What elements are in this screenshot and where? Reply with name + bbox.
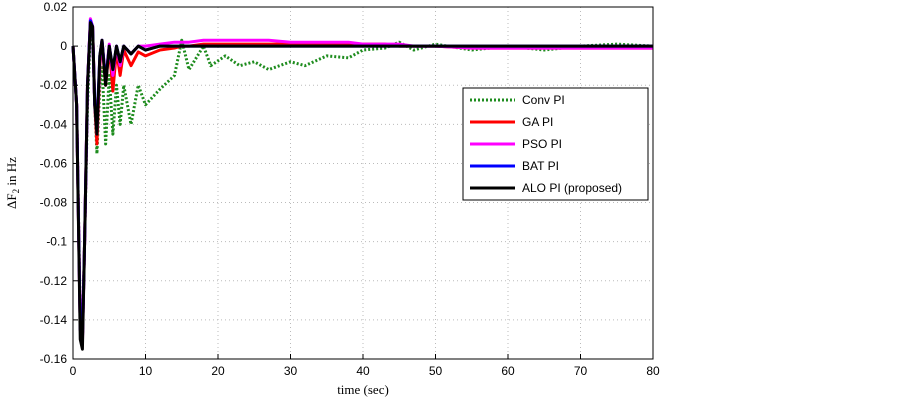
y-tick-label: -0.06 bbox=[40, 156, 68, 170]
y-tick-label: -0.1 bbox=[46, 235, 67, 249]
y-tick-label: -0.04 bbox=[40, 117, 68, 131]
x-tick-label: 80 bbox=[646, 364, 660, 378]
series-line bbox=[71, 21, 653, 351]
y-label-rest: in Hz bbox=[4, 157, 19, 189]
legend-label: ALO PI (proposed) bbox=[522, 181, 622, 195]
y-label-sub: 2 bbox=[11, 189, 21, 194]
y-tick-label: 0 bbox=[60, 39, 67, 53]
x-tick-label: 20 bbox=[211, 364, 225, 378]
y-tick-label: -0.16 bbox=[40, 352, 68, 366]
y-tick-label: -0.02 bbox=[40, 78, 68, 92]
x-axis-label: time (sec) bbox=[337, 382, 389, 397]
legend-label: BAT PI bbox=[522, 159, 559, 173]
x-tick-label: 40 bbox=[356, 364, 370, 378]
legend-label: Conv PI bbox=[522, 93, 565, 107]
y-tick-label: -0.08 bbox=[40, 196, 68, 210]
y-axis-label: ΔF2 in Hz bbox=[4, 157, 21, 209]
x-tick-label: 30 bbox=[284, 364, 298, 378]
x-tick-label: 0 bbox=[70, 364, 77, 378]
y-label-main: ΔF bbox=[4, 193, 19, 209]
legend-label: PSO PI bbox=[522, 137, 562, 151]
x-tick-label: 70 bbox=[574, 364, 588, 378]
y-tick-label: 0.02 bbox=[44, 0, 68, 14]
x-tick-label: 60 bbox=[501, 364, 515, 378]
plot-frame bbox=[72, 6, 654, 360]
x-tick-label: 50 bbox=[429, 364, 443, 378]
y-tick-label: -0.12 bbox=[40, 274, 68, 288]
x-tick-label: 10 bbox=[139, 364, 153, 378]
legend-label: GA PI bbox=[522, 115, 553, 129]
y-tick-label: -0.14 bbox=[40, 313, 68, 327]
